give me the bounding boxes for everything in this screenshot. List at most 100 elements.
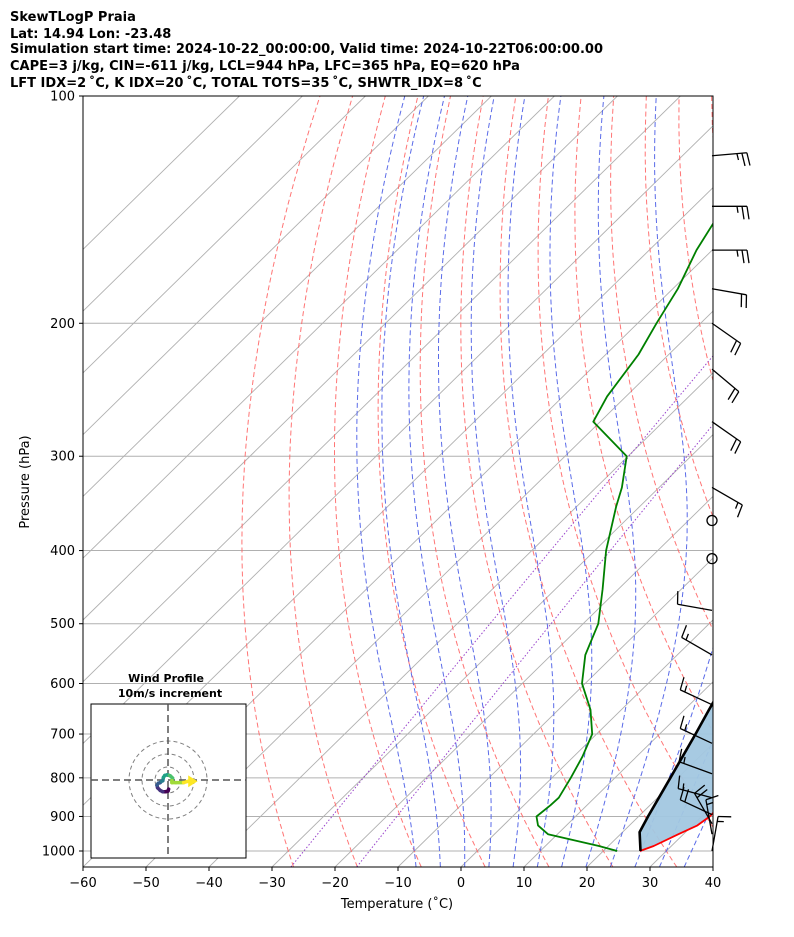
wind-barb-half-flag — [736, 206, 739, 213]
y-tick-label: 900 — [50, 810, 75, 825]
wind-barb-flag — [734, 441, 742, 454]
wind-barb — [711, 421, 742, 454]
moist-adiabat — [438, 96, 492, 867]
wind-barb — [679, 787, 713, 816]
wind-barb — [676, 591, 713, 611]
wind-barb-staff — [711, 322, 742, 344]
dry-adiabat — [241, 96, 321, 867]
moist-adiabat — [408, 96, 466, 867]
wind-barb — [679, 715, 713, 744]
wind-barb-flag — [741, 250, 745, 264]
wind-barb-flag — [679, 715, 685, 729]
wind-barb-staff — [705, 799, 713, 835]
x-axis-label: Temperature (˚C) — [340, 896, 453, 912]
wind-barb-half-flag — [734, 502, 739, 509]
wind-barb-flag — [681, 624, 688, 638]
wind-barb-calm — [706, 553, 718, 565]
wind-barb — [711, 368, 740, 404]
wind-barb-flag — [696, 788, 708, 799]
dry-adiabat — [644, 96, 713, 519]
isotherm-line — [83, 96, 681, 683]
hodograph-subtitle: 10m/s increment — [118, 687, 222, 700]
moist-adiabat — [470, 96, 522, 867]
wind-barb-half-flag — [736, 153, 740, 161]
moist-adiabat — [381, 96, 441, 867]
isotherm-line — [83, 96, 429, 436]
wind-barb — [711, 152, 751, 167]
wind-barb-flag — [730, 340, 738, 353]
y-tick-label: 200 — [50, 317, 75, 332]
hodograph-arrowhead — [188, 775, 198, 788]
wind-barb-staff — [711, 486, 743, 506]
moist-adiabat — [507, 96, 555, 867]
wind-barb-flag — [679, 787, 685, 801]
wind-barb-flag — [741, 153, 746, 167]
x-tick-label: −20 — [321, 876, 348, 891]
wind-barb-flag — [736, 504, 743, 518]
x-tick-label: 30 — [642, 876, 659, 891]
x-tick-label: −40 — [195, 876, 222, 891]
mixing-ratio-line — [290, 355, 713, 867]
wind-barb-staff — [711, 816, 719, 852]
isotherm-line — [776, 96, 794, 867]
wind-barb-staff — [711, 421, 742, 443]
dry-adiabat — [499, 96, 678, 867]
moist-adiabat — [549, 96, 593, 867]
x-tick-label: −10 — [384, 876, 411, 891]
wind-barb — [681, 624, 713, 656]
wind-barb-staff — [681, 636, 713, 656]
dry-adiabat — [419, 96, 550, 867]
wind-barb-flag — [746, 206, 750, 220]
wind-barb-flag — [694, 784, 706, 794]
hodograph-inset: Wind Profile 10m/s increment — [90, 672, 247, 859]
dry-adiabat — [711, 96, 713, 147]
wind-barb — [678, 748, 713, 775]
isotherm-line — [83, 96, 366, 374]
y-axis-ticks: 100 200 300 400 500 600 700 800 900 1000 — [42, 90, 83, 860]
wind-barb — [711, 815, 732, 852]
cape-cin-shading — [639, 702, 713, 851]
dry-adiabat — [777, 96, 794, 867]
x-axis-ticks: −60 −50 −40 −30 −20 −10 0 10 20 30 40 — [69, 867, 721, 891]
header-line-4: CAPE=3 j/kg, CIN=-611 j/kg, LCL=944 hPa,… — [10, 59, 520, 74]
wind-barb-flag — [741, 206, 745, 220]
wind-barb-staff — [677, 603, 713, 611]
parcel-line — [638, 700, 713, 852]
dry-adiabat — [334, 96, 422, 867]
moist-adiabat — [585, 96, 637, 867]
wind-barb — [712, 249, 750, 264]
dry-adiabat — [744, 96, 794, 867]
header-line-1: SkewTLogP Praia — [10, 10, 136, 25]
y-tick-label: 500 — [50, 617, 75, 632]
dry-adiabat — [377, 96, 486, 867]
wind-barb-half-flag — [736, 250, 739, 257]
wind-barb-half-flag — [683, 756, 686, 764]
temperature-line — [639, 811, 713, 852]
wind-barb-flag — [734, 343, 742, 356]
isotherm-line — [83, 96, 618, 621]
wind-barb-staff — [711, 152, 747, 157]
dewpoint-line — [535, 222, 713, 852]
wind-barb — [711, 322, 742, 356]
moist-adiabat — [609, 96, 688, 867]
y-tick-label: 600 — [50, 677, 75, 692]
header-line-5: LFT IDX=2 ˚C, K IDX=20 ˚C, TOTAL TOTS=35… — [10, 75, 482, 91]
isotherm-line — [208, 372, 713, 867]
wind-barb-staff — [678, 761, 713, 775]
wind-barb-staff — [711, 288, 747, 296]
y-tick-label: 1000 — [42, 845, 75, 860]
wind-barbs — [676, 152, 751, 852]
profile-lines — [535, 222, 713, 852]
y-tick-label: 400 — [50, 544, 75, 559]
x-tick-label: −50 — [132, 876, 159, 891]
header-line-2: Lat: 14.94 Lon: -23.48 — [10, 27, 171, 42]
dry-adiabat — [574, 96, 713, 733]
wind-barb-staff — [680, 727, 713, 744]
x-tick-label: 0 — [457, 876, 465, 891]
dry-adiabat — [610, 96, 713, 631]
dry-adiabat — [288, 96, 358, 867]
wind-barb — [705, 794, 719, 835]
header-line-3: Simulation start time: 2024-10-22_00:00:… — [10, 42, 603, 57]
y-tick-label: 100 — [50, 90, 75, 105]
